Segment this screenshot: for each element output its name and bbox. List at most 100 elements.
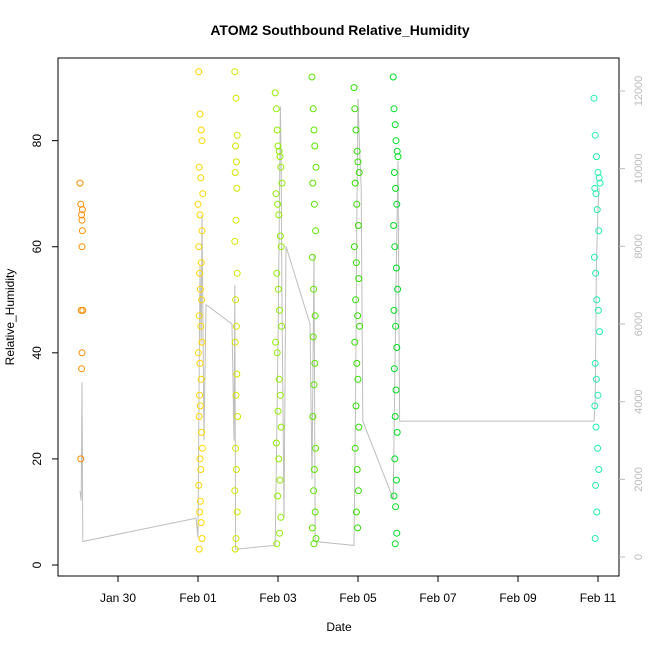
- data-point: [233, 131, 241, 139]
- data-point: [273, 126, 281, 134]
- chart-title: ATOM2 Southbound Relative_Humidity: [210, 22, 469, 38]
- data-point: [232, 466, 240, 473]
- data-point: [391, 540, 399, 548]
- data-point: [353, 200, 361, 208]
- data-point: [591, 402, 599, 410]
- data-point: [393, 529, 401, 537]
- data-point: [596, 328, 604, 336]
- data-point: [310, 200, 318, 208]
- data-point: [591, 184, 599, 192]
- data-point: [351, 105, 359, 113]
- data-point: [276, 529, 284, 537]
- data-point: [392, 476, 400, 484]
- data-point: [196, 391, 204, 399]
- series-5: [350, 84, 364, 532]
- data-point: [352, 259, 360, 267]
- data-point: [232, 94, 240, 102]
- data-point: [195, 68, 203, 76]
- data-point: [198, 444, 206, 452]
- data-point: [594, 306, 602, 314]
- data-point: [232, 216, 240, 224]
- data-point: [197, 174, 205, 182]
- data-point: [197, 259, 205, 267]
- y-tick-label: 60: [30, 240, 44, 254]
- data-point: [311, 312, 319, 320]
- data-point: [197, 126, 205, 134]
- data-point: [195, 413, 203, 420]
- data-point: [392, 503, 400, 511]
- data-point: [355, 169, 363, 176]
- data-point: [311, 142, 319, 150]
- data-point: [231, 169, 239, 176]
- data-point: [350, 243, 358, 251]
- data-point: [273, 540, 281, 548]
- data-point: [308, 73, 316, 81]
- data-point: [354, 158, 362, 166]
- y-axis: 0 20 40 60 80: [30, 134, 58, 568]
- data-point: [390, 169, 398, 176]
- data-point: [275, 375, 283, 383]
- data-point: [77, 306, 85, 314]
- data-point: [391, 413, 399, 420]
- data-point: [392, 386, 400, 394]
- data-point: [76, 179, 84, 187]
- data-point: [273, 349, 281, 357]
- data-point: [351, 338, 359, 346]
- data-point: [353, 147, 361, 155]
- data-point: [275, 211, 283, 219]
- data-point: [274, 142, 282, 150]
- data-point: [276, 476, 284, 484]
- y2-tick-label: 4000: [633, 389, 645, 413]
- data-point: [310, 126, 318, 134]
- data-point: [195, 545, 203, 553]
- data-point: [233, 184, 241, 192]
- data-point: [233, 508, 241, 516]
- data-point: [276, 153, 284, 161]
- plot-box: [57, 57, 620, 577]
- y-tick-label: 80: [30, 134, 44, 148]
- data-point: [592, 269, 600, 277]
- data-point: [276, 232, 284, 240]
- data-point: [354, 375, 362, 383]
- series-4: [308, 73, 320, 548]
- data-point: [354, 524, 362, 532]
- data-point: [231, 545, 239, 553]
- data-point: [394, 285, 402, 293]
- data-point: [232, 142, 240, 150]
- data-point: [195, 481, 203, 489]
- data-point: [393, 200, 401, 208]
- y-tick-label: 20: [30, 452, 44, 466]
- data-point: [277, 423, 285, 431]
- data-point: [78, 365, 86, 373]
- data-point: [195, 243, 203, 251]
- data-point: [275, 455, 283, 463]
- data-point: [195, 312, 203, 320]
- data-point: [272, 190, 280, 198]
- data-point: [594, 391, 602, 399]
- data-point: [590, 253, 598, 261]
- data-point: [78, 206, 86, 214]
- data-point: [311, 508, 319, 516]
- data-point: [232, 296, 240, 304]
- data-point: [308, 253, 316, 261]
- secondary-series-line: [79, 98, 600, 550]
- data-point: [278, 179, 286, 187]
- data-point: [591, 359, 599, 367]
- x-tick-label: Feb 01: [179, 591, 217, 605]
- data-point: [594, 169, 602, 176]
- data-point: [274, 407, 282, 415]
- data-point: [194, 349, 202, 357]
- data-point: [390, 492, 398, 500]
- y2-tick-label: 12000: [633, 76, 645, 107]
- data-point: [231, 487, 239, 495]
- data-point: [274, 200, 282, 208]
- y-tick-label: 0: [30, 561, 44, 568]
- data-point: [596, 179, 604, 187]
- series-0: [76, 179, 87, 463]
- x-tick-label: Feb 07: [419, 591, 457, 605]
- y2-axis: 0 2000 4000 6000 8000 10000 12000: [619, 76, 645, 560]
- data-point: [394, 153, 402, 161]
- data-point: [195, 163, 203, 171]
- data-point: [310, 466, 318, 473]
